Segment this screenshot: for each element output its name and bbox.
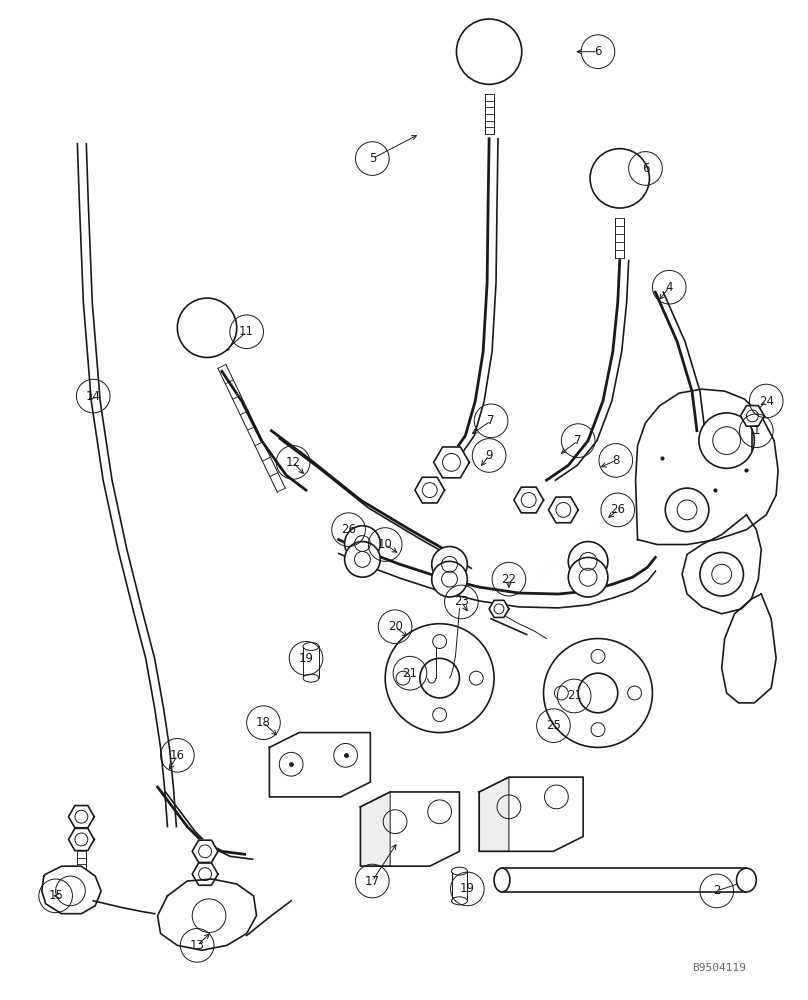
Circle shape [469,671,483,685]
Text: 13: 13 [190,939,204,952]
Polygon shape [489,600,509,617]
Polygon shape [415,477,444,503]
Circle shape [431,561,467,597]
Polygon shape [69,828,95,851]
Text: 10: 10 [378,538,393,551]
Ellipse shape [737,868,756,892]
Text: 19: 19 [298,652,314,665]
Polygon shape [479,777,583,851]
Text: 1: 1 [752,424,760,437]
Text: 6: 6 [594,45,602,58]
Text: 21: 21 [566,689,582,702]
Polygon shape [360,792,460,866]
Bar [502,868,747,892]
Text: 24: 24 [759,395,774,408]
Circle shape [628,686,642,700]
Circle shape [178,298,237,357]
Circle shape [665,488,709,532]
Text: 17: 17 [365,875,380,888]
Text: B9504119: B9504119 [692,963,747,973]
Text: 25: 25 [546,719,561,732]
Bar [303,646,319,678]
Circle shape [591,723,605,737]
Polygon shape [192,863,218,885]
Text: 7: 7 [574,434,582,447]
Polygon shape [42,866,101,914]
Text: 11: 11 [239,325,255,338]
Ellipse shape [303,643,319,650]
Text: 15: 15 [48,889,63,902]
Polygon shape [514,487,544,513]
Polygon shape [740,406,764,426]
Polygon shape [360,792,390,866]
Circle shape [433,635,447,648]
Polygon shape [192,840,218,862]
Circle shape [431,547,467,582]
Text: 12: 12 [286,456,301,469]
Text: 5: 5 [368,152,376,165]
Polygon shape [636,389,778,545]
Text: 20: 20 [388,620,402,633]
Text: 8: 8 [612,454,620,467]
Circle shape [396,671,410,685]
Polygon shape [269,733,370,797]
Circle shape [568,542,608,581]
Circle shape [457,19,522,84]
Circle shape [699,413,755,468]
Ellipse shape [452,897,467,905]
Text: 4: 4 [666,281,673,294]
Polygon shape [69,806,95,828]
Polygon shape [682,515,761,614]
Circle shape [345,542,381,577]
Circle shape [544,639,652,747]
Ellipse shape [452,867,467,875]
Text: 2: 2 [713,884,721,897]
Text: 23: 23 [454,595,469,608]
Polygon shape [434,447,469,478]
Bar [452,871,467,901]
Polygon shape [722,594,776,703]
Ellipse shape [303,674,319,682]
Ellipse shape [494,868,510,892]
Circle shape [568,557,608,597]
Polygon shape [158,879,256,950]
Text: 7: 7 [487,414,494,427]
Circle shape [591,649,605,663]
Text: 18: 18 [256,716,271,729]
Text: 26: 26 [341,523,356,536]
Polygon shape [549,497,579,523]
Text: 14: 14 [86,390,101,403]
Text: 21: 21 [402,667,418,680]
Text: 6: 6 [642,162,650,175]
Text: 19: 19 [460,882,475,895]
Circle shape [345,526,381,561]
Polygon shape [479,777,509,851]
Circle shape [700,552,743,596]
Text: 9: 9 [486,449,493,462]
Text: 22: 22 [502,573,516,586]
Circle shape [385,624,494,733]
Text: 26: 26 [610,503,625,516]
Text: 16: 16 [170,749,185,762]
Circle shape [590,149,650,208]
Circle shape [554,686,568,700]
Circle shape [433,708,447,722]
